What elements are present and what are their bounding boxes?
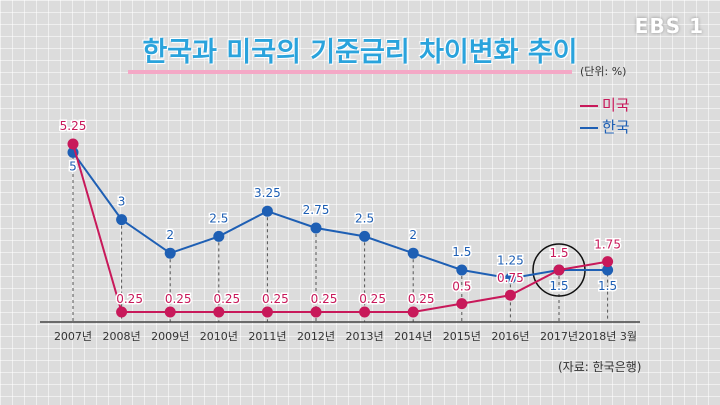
data-point-us xyxy=(310,306,322,318)
data-label-us: 1.5 xyxy=(549,246,568,260)
data-label-us: 0.25 xyxy=(262,292,289,306)
data-label-korea: 1.25 xyxy=(497,253,524,267)
data-point-korea xyxy=(310,222,322,234)
data-label-korea: 2.5 xyxy=(355,211,374,225)
data-label-korea: 1.5 xyxy=(549,279,568,293)
x-tick-label: 2012년 xyxy=(297,330,335,343)
legend-label-us: 미국 xyxy=(602,96,630,114)
data-label-us: 5.25 xyxy=(60,119,87,133)
data-label-korea: 1.5 xyxy=(452,245,471,259)
legend-swatch-korea xyxy=(580,127,598,129)
x-tick-label: 2014년 xyxy=(394,330,432,343)
data-label-us: 0.25 xyxy=(359,292,386,306)
x-tick-label: 2016년 xyxy=(491,330,529,343)
source-note: (자료: 한국은행) xyxy=(558,360,642,374)
data-point-korea xyxy=(407,247,419,259)
data-point-us xyxy=(504,289,516,301)
x-tick-label: 2009년 xyxy=(151,330,189,343)
data-point-korea xyxy=(504,272,516,284)
data-label-korea: 3.25 xyxy=(254,186,281,200)
x-tick-label: 2015년 xyxy=(443,330,481,343)
x-tick-label: 2007년 xyxy=(54,330,92,343)
data-point-us xyxy=(456,298,468,310)
x-tick-label: 2008년 xyxy=(103,330,141,343)
legend-label-korea: 한국 xyxy=(602,118,630,136)
data-label-us: 0.25 xyxy=(311,292,338,306)
data-label-us: 1.75 xyxy=(594,238,621,252)
x-tick-label: 2011년 xyxy=(248,330,286,343)
data-point-korea xyxy=(602,264,614,276)
data-point-korea xyxy=(359,230,371,242)
data-label-us: 0.25 xyxy=(408,292,435,306)
data-label-us: 0.25 xyxy=(165,292,192,306)
x-tick-label: 2013년 xyxy=(346,330,384,343)
data-label-us: 0.5 xyxy=(452,280,471,294)
data-point-us xyxy=(261,306,273,318)
data-label-us: 0.25 xyxy=(213,292,240,306)
data-point-korea xyxy=(261,205,273,217)
legend-swatch-us xyxy=(580,105,598,107)
data-point-us xyxy=(602,256,614,268)
broadcaster-logo: EBS 1 xyxy=(634,14,704,38)
data-point-us xyxy=(553,264,565,276)
data-label-korea: 2 xyxy=(409,228,417,242)
title-underline xyxy=(128,70,572,74)
data-label-us: 0.75 xyxy=(497,271,524,285)
data-label-korea: 1.5 xyxy=(598,279,617,293)
data-point-us xyxy=(67,138,79,150)
data-point-korea xyxy=(164,247,176,259)
unit-label: (단위: %) xyxy=(580,65,627,78)
chart-title: 한국과 미국의 기준금리 차이변화 추이 xyxy=(142,37,578,68)
series-line-us xyxy=(72,143,608,313)
data-label-us: 0.25 xyxy=(116,292,143,306)
data-label-korea: 3 xyxy=(118,195,126,209)
x-tick-label: 2017년 xyxy=(540,330,578,343)
data-point-us xyxy=(116,306,128,318)
data-label-korea: 5 xyxy=(69,159,77,173)
data-point-us xyxy=(164,306,176,318)
data-point-korea xyxy=(456,264,468,276)
data-label-korea: 2.5 xyxy=(209,211,228,225)
series-line-korea xyxy=(72,151,608,280)
data-point-korea xyxy=(116,214,128,226)
data-point-us xyxy=(213,306,225,318)
data-point-korea xyxy=(213,230,225,242)
data-label-korea: 2 xyxy=(166,228,174,242)
data-label-korea: 2.75 xyxy=(303,203,330,217)
data-point-us xyxy=(359,306,371,318)
data-point-us xyxy=(407,306,419,318)
x-tick-label: 2018년 3월 xyxy=(578,330,637,343)
x-tick-label: 2010년 xyxy=(200,330,238,343)
